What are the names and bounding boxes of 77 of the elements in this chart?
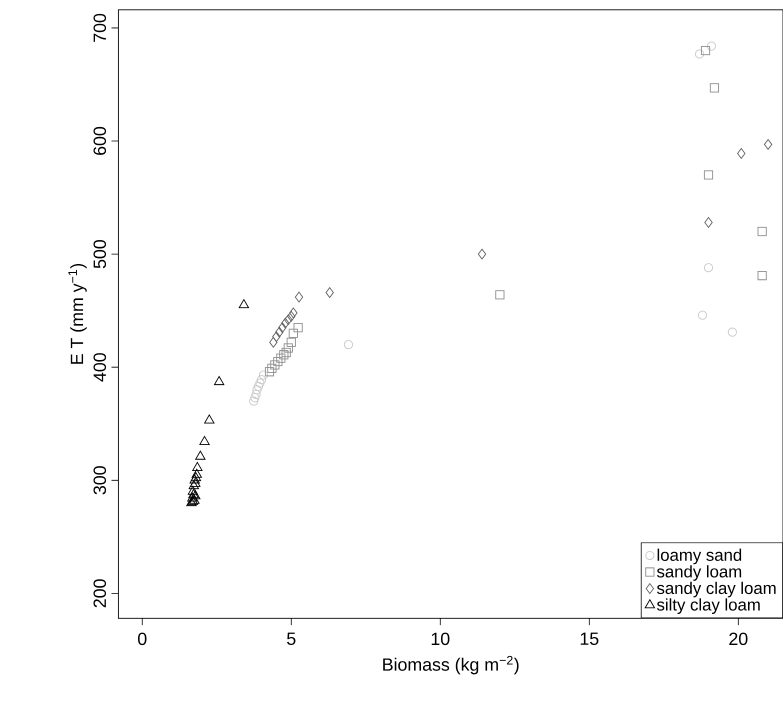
point [294, 323, 303, 332]
point [289, 308, 298, 318]
point [284, 343, 293, 353]
point [275, 326, 284, 338]
point [188, 486, 198, 495]
point [286, 338, 296, 347]
point [190, 478, 200, 487]
point [287, 310, 296, 322]
point [764, 139, 772, 150]
x-tick-label: 0 [138, 632, 146, 646]
point [192, 462, 203, 472]
y-tick-label: 200 [93, 579, 106, 608]
point [698, 310, 708, 320]
point [758, 226, 767, 236]
point [267, 364, 276, 373]
y-tick-label: 500 [93, 240, 106, 268]
x-tick-label: 10 [432, 632, 450, 646]
point [264, 367, 274, 376]
y-tick-label: 300 [93, 466, 106, 494]
point [704, 217, 713, 228]
point [294, 292, 304, 303]
point [706, 42, 716, 51]
point [254, 382, 264, 392]
point [192, 468, 202, 478]
point [199, 436, 210, 446]
point [252, 390, 261, 399]
point [258, 370, 268, 380]
point [728, 328, 737, 337]
point [278, 322, 286, 334]
point [704, 263, 714, 272]
point [190, 472, 202, 482]
point [187, 492, 198, 502]
x-tick-label: 20 [729, 632, 748, 646]
point [478, 248, 486, 260]
legend-label: sandy loam [656, 565, 742, 581]
y-tick-label: 400 [93, 353, 106, 382]
point [272, 331, 280, 342]
point [195, 450, 206, 460]
x-tick-label: 15 [580, 632, 598, 646]
y-tick-label: 600 [93, 126, 106, 155]
point [284, 314, 292, 326]
point [495, 290, 504, 300]
point [255, 378, 265, 388]
point [190, 490, 200, 500]
point [288, 328, 298, 338]
point [344, 340, 354, 350]
legend-label: silty clay loam [656, 598, 760, 614]
x-axis-title: Biomass (kg m$^{−2}$) [383, 656, 519, 674]
point [281, 318, 290, 329]
point [256, 375, 266, 384]
point [710, 83, 720, 93]
point [238, 299, 250, 308]
x-tick-label: 5 [287, 632, 296, 646]
legend-label: sandy clay loam [656, 582, 776, 598]
point [188, 489, 199, 498]
point [276, 354, 286, 363]
point [704, 170, 714, 180]
y-tick-label: 700 [93, 14, 106, 42]
point [282, 348, 291, 358]
point [694, 49, 704, 59]
point [700, 46, 710, 56]
point [190, 474, 200, 484]
point [252, 385, 262, 394]
point [273, 357, 282, 366]
point [326, 287, 334, 298]
legend-label: loamy sand [658, 548, 742, 564]
point [270, 360, 280, 370]
point [269, 337, 278, 348]
point [249, 396, 258, 406]
y-axis-title: E T (mm y$^{−1}$) [68, 264, 87, 364]
point [214, 376, 224, 386]
point [204, 414, 214, 424]
point [737, 148, 746, 159]
point [188, 480, 199, 490]
point [250, 393, 260, 402]
point [758, 271, 767, 280]
point [279, 350, 288, 360]
